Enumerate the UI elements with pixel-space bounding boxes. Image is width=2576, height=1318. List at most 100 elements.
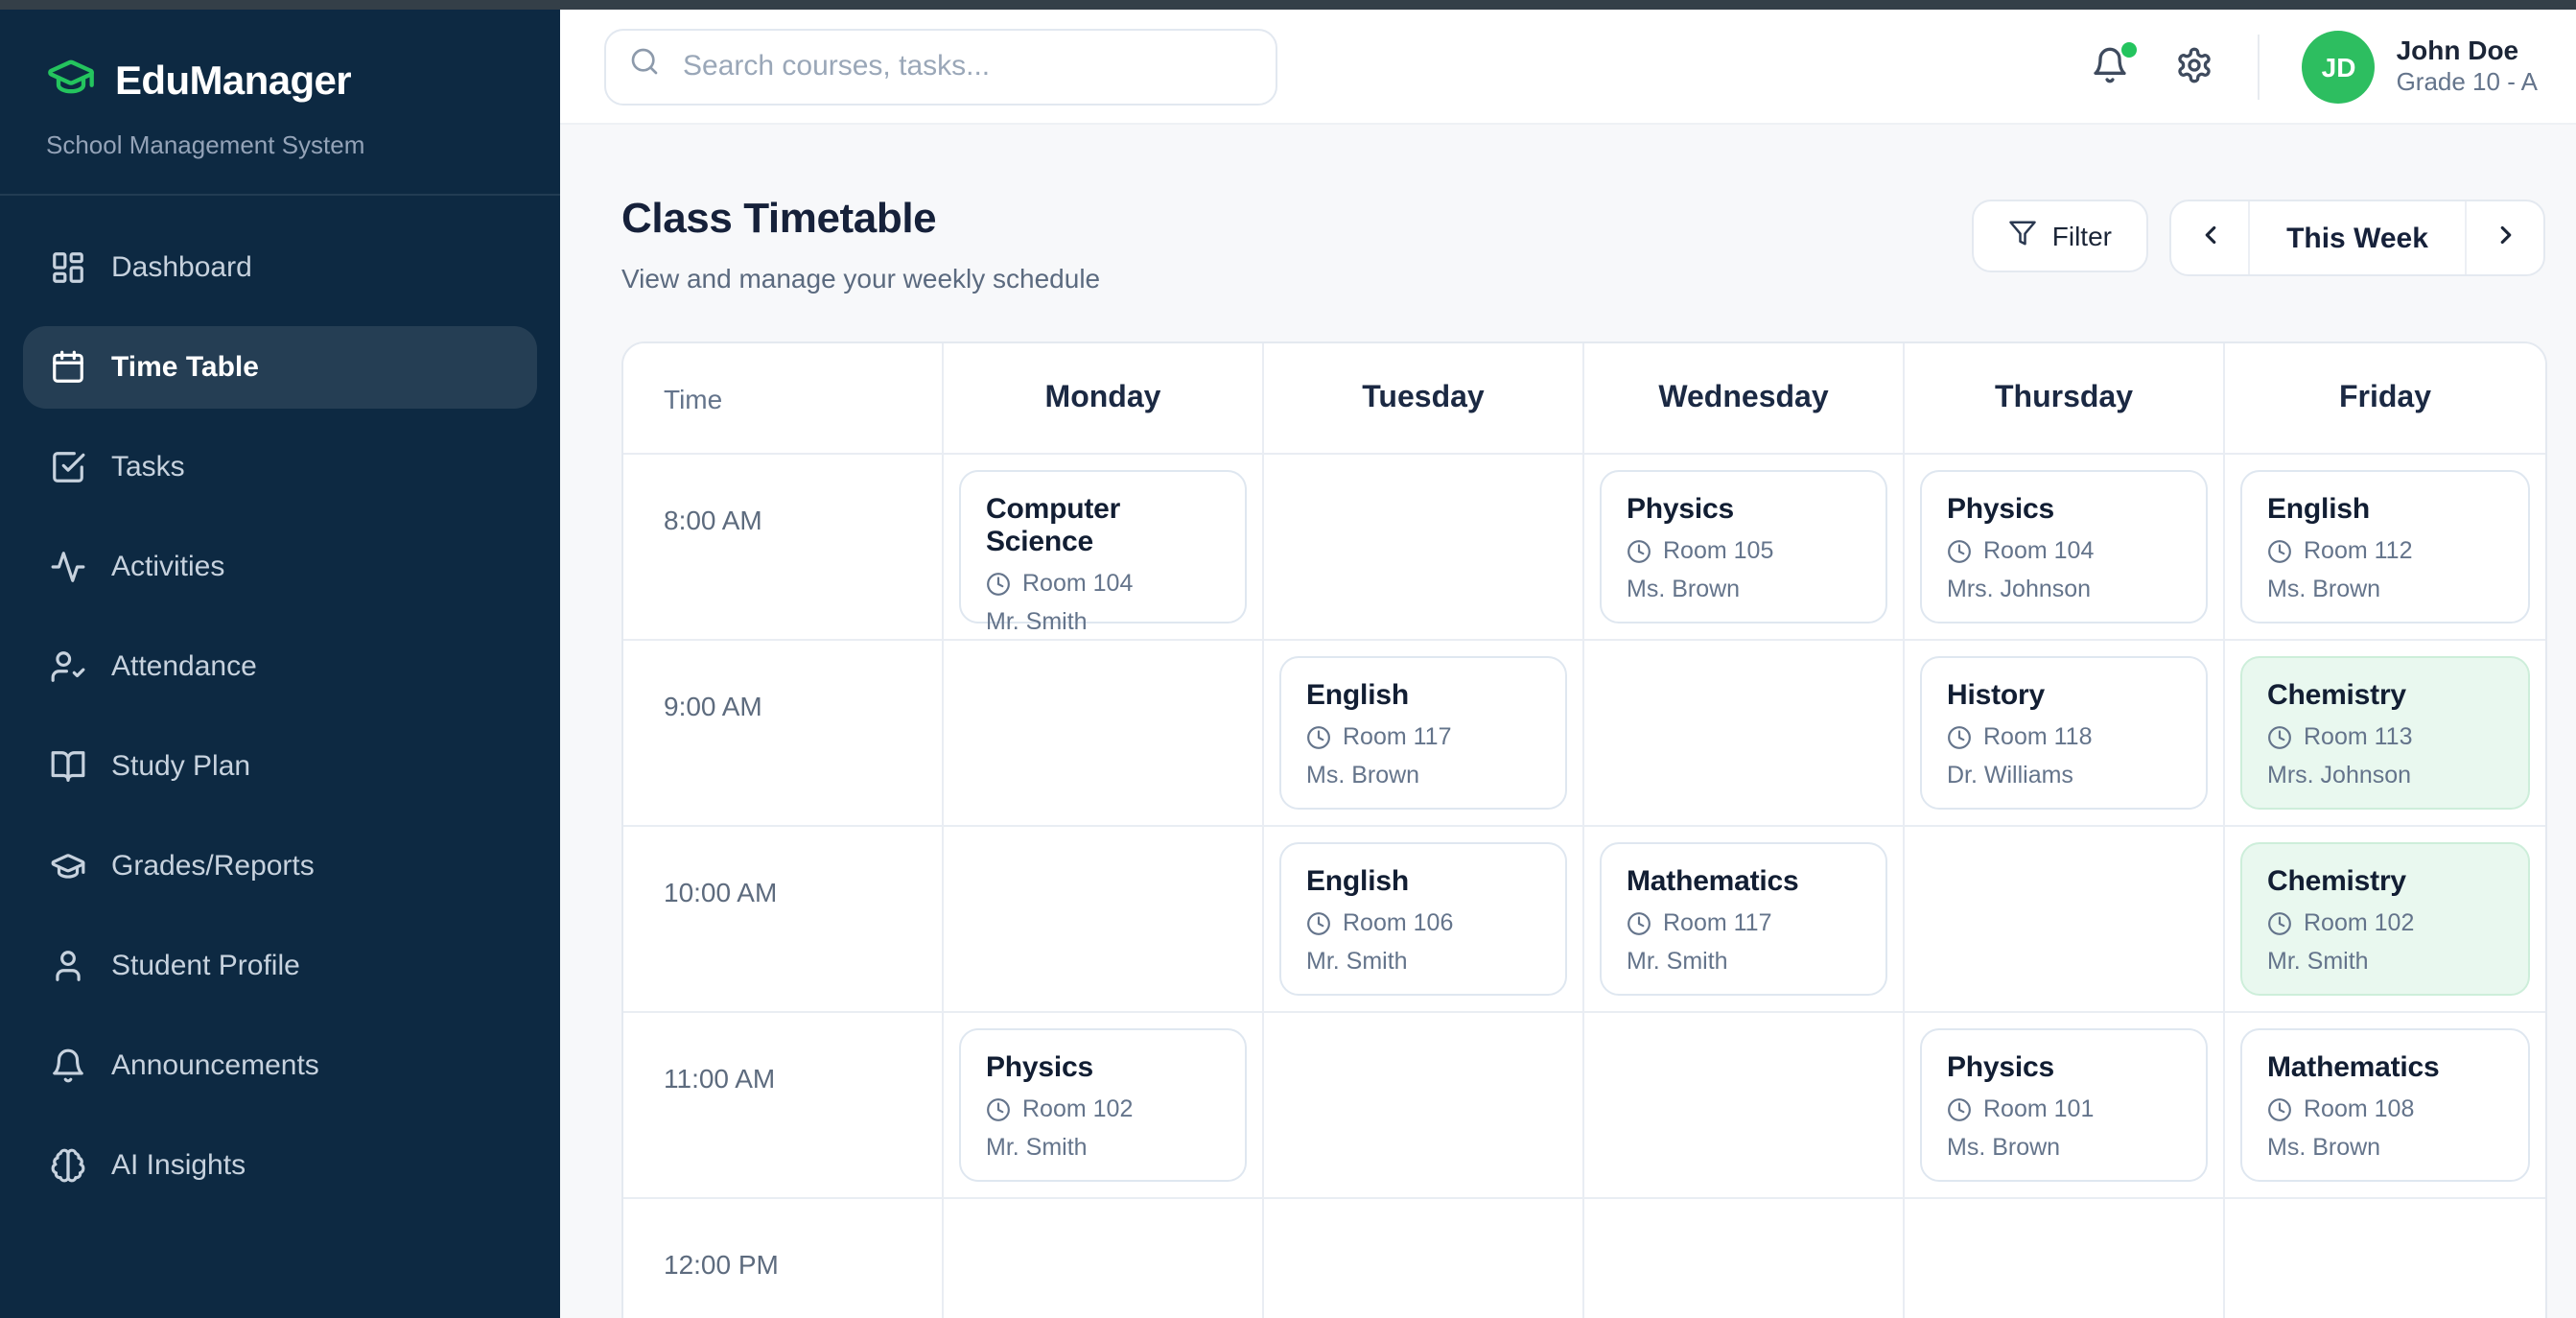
settings-button[interactable] — [2174, 45, 2216, 87]
brain-icon — [50, 1147, 86, 1184]
clock-icon — [2267, 1096, 2292, 1121]
sidebar-item-student-profile[interactable]: Student Profile — [23, 925, 537, 1007]
week-navigator: This Week — [2169, 200, 2545, 276]
sidebar-item-attendance[interactable]: Attendance — [23, 625, 537, 708]
timetable-card: Time Monday Tuesday Wednesday Thursday Friday… — [621, 341, 2547, 1318]
timetable-cell: Mathematics Room 117 Mr. Smith — [1584, 827, 1905, 1013]
filter-icon — [2008, 219, 2037, 253]
class-room-row: Room 113 — [2267, 723, 2503, 750]
chevron-left-icon — [2195, 221, 2224, 255]
notifications-button[interactable] — [2090, 41, 2138, 87]
timetable-cell: Physics Room 104 Mrs. Johnson — [1905, 455, 2225, 641]
sidebar-item-activities[interactable]: Activities — [23, 526, 537, 608]
class-teacher: Ms. Brown — [1306, 762, 1420, 788]
class-teacher: Ms. Brown — [2267, 576, 2381, 602]
sidebar-item-label: Student Profile — [111, 950, 300, 982]
class-room: Room 104 — [1022, 570, 1134, 597]
class-room: Room 104 — [1983, 537, 2095, 564]
sidebar-item-announcements[interactable]: Announcements — [23, 1024, 537, 1107]
book-open-icon — [50, 748, 86, 785]
calendar-icon — [50, 349, 86, 386]
notification-dot — [2121, 41, 2138, 57]
timetable-cell — [1584, 1199, 1905, 1318]
day-header: Wednesday — [1584, 343, 1905, 455]
class-card[interactable]: Mathematics Room 117 Mr. Smith — [1600, 842, 1887, 996]
time-label: 11:00 AM — [664, 1063, 776, 1094]
time-column-header: Time — [623, 343, 944, 455]
time-row-label-cell: 10:00 AM — [623, 827, 944, 1013]
time-label: 8:00 AM — [664, 505, 762, 535]
timetable-cell: Chemistry Room 102 Mr. Smith — [2225, 827, 2545, 1013]
activity-icon — [50, 549, 86, 585]
timetable-cell — [944, 1199, 1264, 1318]
sidebar-item-label: Study Plan — [111, 750, 251, 783]
sidebar-item-label: AI Insights — [111, 1149, 246, 1182]
class-room-row: Room 108 — [2267, 1095, 2503, 1122]
user-chip[interactable]: JD John Doe Grade 10 - A — [2302, 30, 2538, 103]
content: Class Timetable View and manage your wee… — [560, 125, 2576, 1318]
sidebar-item-tasks[interactable]: Tasks — [23, 426, 537, 508]
class-card[interactable]: History Room 118 Dr. Williams — [1920, 656, 2208, 810]
class-room-row: Room 104 — [1947, 537, 2181, 564]
sidebar-item-study-plan[interactable]: Study Plan — [23, 725, 537, 808]
browser-top-edge — [0, 0, 2576, 10]
class-card[interactable]: Chemistry Room 113 Mrs. Johnson — [2240, 656, 2530, 810]
sidebar-item-ai-insights[interactable]: AI Insights — [23, 1124, 537, 1207]
class-subject: Computer Science — [986, 493, 1121, 558]
clock-icon — [986, 571, 1011, 596]
class-teacher: Mrs. Johnson — [1947, 576, 2092, 602]
class-card[interactable]: Physics Room 104 Mrs. Johnson — [1920, 470, 2208, 624]
class-room: Room 112 — [2304, 537, 2413, 564]
prev-week-button[interactable] — [2171, 201, 2248, 274]
class-card[interactable]: Computer Science Room 104 Mr. Smith — [959, 470, 1247, 635]
user-icon — [50, 948, 86, 984]
sidebar-nav: Dashboard Time Table Tasks Activities Attend… — [0, 196, 560, 1237]
timetable-cell — [944, 641, 1264, 827]
timetable-cell — [1584, 1013, 1905, 1199]
graduation-cap-icon — [46, 52, 96, 111]
class-card[interactable]: Physics Room 102 Mr. Smith — [959, 1028, 1247, 1182]
timetable-cell — [1584, 641, 1905, 827]
sidebar-item-dashboard[interactable]: Dashboard — [23, 226, 537, 309]
class-subject: Chemistry — [2267, 865, 2406, 898]
main-area: JD John Doe Grade 10 - A Class Timetable… — [560, 10, 2576, 1318]
class-card[interactable]: Mathematics Room 108 Ms. Brown — [2240, 1028, 2530, 1182]
class-room-row: Room 118 — [1947, 723, 2181, 750]
content-header: Class Timetable View and manage your wee… — [621, 194, 2545, 294]
clock-icon — [1306, 910, 1331, 935]
class-room-row: Room 102 — [986, 1095, 1220, 1122]
class-card[interactable]: Chemistry Room 102 Mr. Smith — [2240, 842, 2530, 996]
clock-icon — [1947, 538, 1972, 563]
timetable-cell: English Room 106 Mr. Smith — [1264, 827, 1584, 1013]
class-room-row: Room 112 — [2267, 537, 2503, 564]
class-teacher: Ms. Brown — [1627, 576, 1741, 602]
day-header: Monday — [944, 343, 1264, 455]
class-card[interactable]: Physics Room 101 Ms. Brown — [1920, 1028, 2208, 1182]
class-card[interactable]: English Room 106 Mr. Smith — [1279, 842, 1567, 996]
timetable-grid: Time Monday Tuesday Wednesday Thursday Friday… — [623, 343, 2545, 1318]
class-card[interactable]: Physics Room 105 Ms. Brown — [1600, 470, 1887, 624]
timetable-cell — [944, 827, 1264, 1013]
time-row-label-cell: 9:00 AM — [623, 641, 944, 827]
next-week-button[interactable] — [2467, 201, 2543, 274]
time-label: 9:00 AM — [664, 691, 762, 721]
class-card[interactable]: English Room 112 Ms. Brown — [2240, 470, 2530, 624]
class-teacher: Mr. Smith — [1627, 948, 1728, 975]
clock-icon — [2267, 724, 2292, 749]
sidebar-item-grades-reports[interactable]: Grades/Reports — [23, 825, 537, 907]
clock-icon — [1306, 724, 1331, 749]
clock-icon — [1947, 724, 1972, 749]
sidebar-item-label: Activities — [111, 551, 225, 583]
sidebar-item-time-table[interactable]: Time Table — [23, 326, 537, 409]
clock-icon — [1947, 1096, 1972, 1121]
class-room-row: Room 104 — [986, 570, 1220, 597]
filter-button[interactable]: Filter — [1971, 200, 2148, 272]
search-input[interactable] — [679, 48, 1253, 84]
time-row-label-cell: 8:00 AM — [623, 455, 944, 641]
class-card[interactable]: English Room 117 Ms. Brown — [1279, 656, 1567, 810]
topbar-divider — [2258, 34, 2260, 99]
class-teacher: Mr. Smith — [2267, 948, 2369, 975]
class-room-row: Room 117 — [1627, 909, 1861, 936]
search-box[interactable] — [604, 28, 1277, 105]
